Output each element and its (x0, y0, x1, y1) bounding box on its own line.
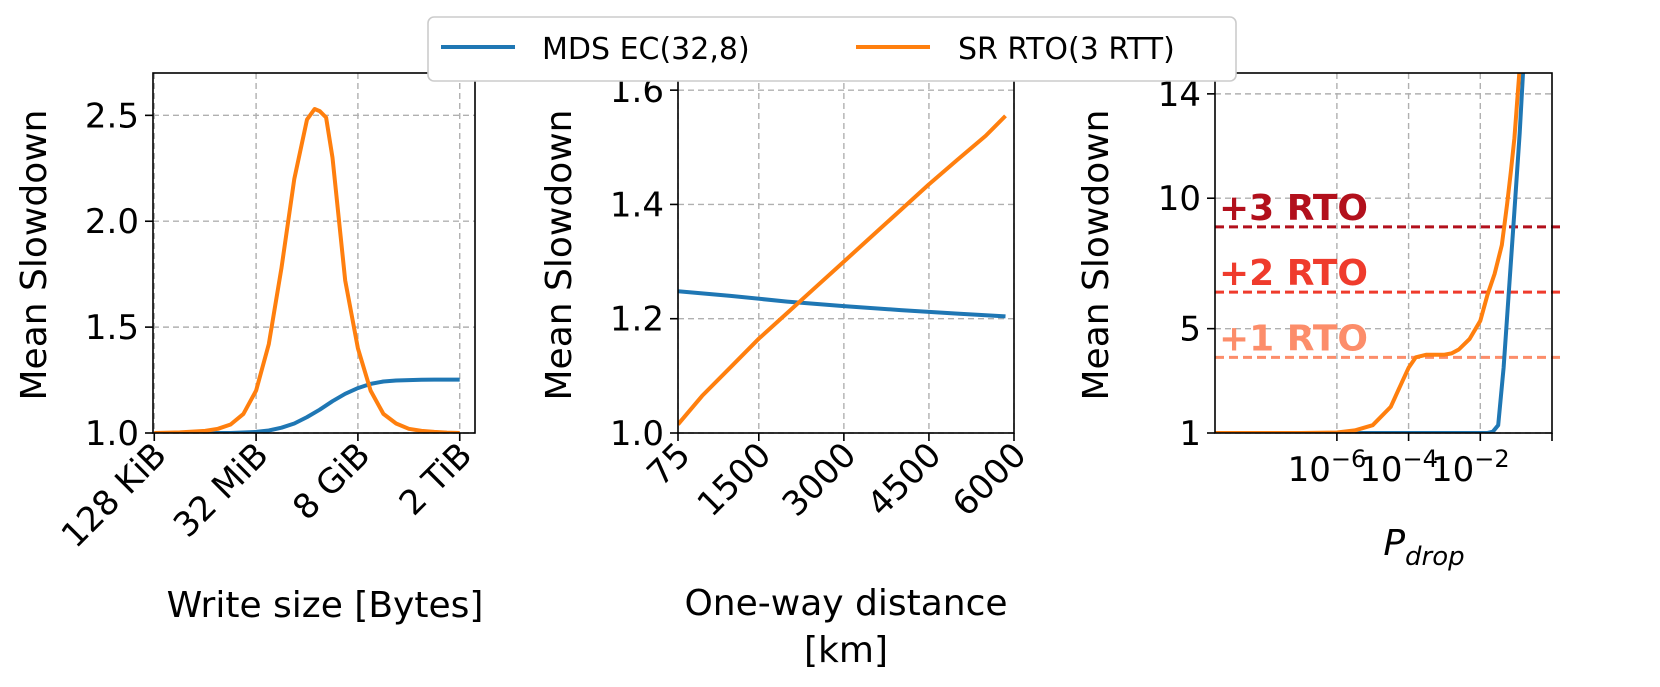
x-tick-label: 3000 (775, 435, 864, 524)
x-tick-exponent: −2 (1474, 445, 1509, 473)
x-tick-label: 8 GiB (285, 435, 378, 528)
axes-frame (152, 72, 476, 434)
y-tick-label: 1.5 (85, 308, 139, 348)
series-line-sr (678, 114, 1007, 426)
x-axis-label: Write size [Bytes] (167, 585, 484, 626)
x-tick-label: 6000 (945, 435, 1034, 524)
x-axis-label-main: P (1383, 523, 1405, 564)
y-tick-label: 1.0 (85, 414, 139, 454)
x-tick-base: 10 (1359, 450, 1402, 490)
x-axis-label-subscript: drop (1405, 542, 1465, 572)
x-tick-label: 4500 (860, 435, 949, 524)
y-axis-label: Mean Slowdown (1076, 110, 1117, 401)
x-tick-label: 10−4 (1359, 445, 1438, 490)
series-line-mds (154, 377, 460, 433)
x-tick-base: 10 (1431, 450, 1474, 490)
series-line-sr (1215, 73, 1522, 433)
x-tick-label: 10−2 (1431, 445, 1510, 490)
legend-frame (427, 16, 1237, 82)
panel-3: +1 RTO+2 RTO+3 RTO15101410−610−410−2Mean… (1076, 72, 1560, 572)
x-tick-label: 10−6 (1288, 445, 1367, 490)
legend-label-sr: SR RTO(3 RTT) (958, 32, 1175, 67)
y-axis-label: Mean Slowdown (539, 110, 580, 401)
series-line-mds (1215, 73, 1526, 433)
x-tick-label: 2 TiB (392, 435, 480, 523)
y-tick-label: 1.4 (610, 185, 664, 225)
axes-frame (677, 72, 1015, 434)
legend-label-mds: MDS EC(32,8) (542, 32, 750, 67)
reference-label: +3 RTO (1219, 188, 1368, 229)
y-tick-label: 10 (1158, 179, 1201, 219)
x-tick-label: 1500 (690, 435, 779, 524)
y-axis-label: Mean Slowdown (14, 110, 55, 401)
legend: MDS EC(32,8) SR RTO(3 RTT) (427, 16, 1237, 82)
y-tick-label: 1.0 (610, 414, 664, 454)
y-tick-label: 2.5 (85, 96, 139, 136)
x-tick-base: 10 (1288, 450, 1331, 490)
x-tick-exponent: −6 (1331, 445, 1366, 473)
axes-frame (1214, 72, 1553, 434)
reference-label: +2 RTO (1219, 253, 1368, 294)
series-line-sr (154, 107, 460, 433)
reference-label: +1 RTO (1219, 318, 1368, 359)
x-axis-label: Pdrop (1383, 523, 1464, 572)
y-tick-label: 2.0 (85, 202, 139, 242)
x-axis-label-unit: [km] (804, 630, 888, 671)
y-tick-label: 5 (1179, 310, 1201, 350)
y-tick-label: 1.2 (610, 300, 664, 340)
x-axis-label: One-way distance (684, 583, 1007, 624)
series-line-mds (678, 289, 1006, 319)
y-tick-label: 1 (1179, 414, 1201, 454)
x-tick-label: 32 MiB (166, 435, 276, 545)
x-tick-exponent: −4 (1403, 445, 1438, 473)
